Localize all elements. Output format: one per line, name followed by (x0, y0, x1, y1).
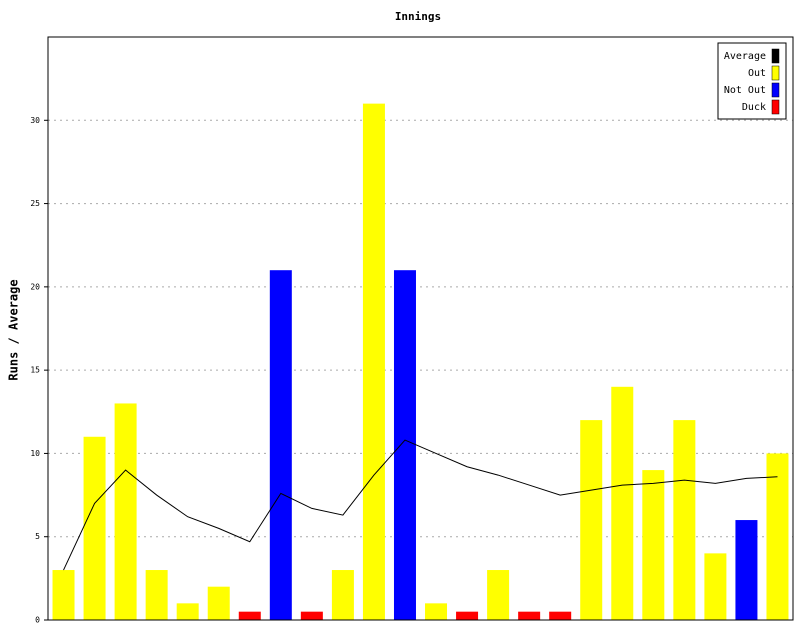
chart-title: Innings (395, 10, 441, 23)
bar (580, 420, 603, 620)
bar (207, 586, 230, 620)
bar (331, 570, 354, 620)
legend-swatch (771, 48, 780, 64)
bar (269, 270, 292, 620)
bar (176, 603, 199, 620)
legend-swatch (771, 99, 780, 115)
bar (735, 520, 758, 620)
bar (673, 420, 696, 620)
bar (83, 436, 106, 620)
y-tick-label: 5 (35, 532, 40, 541)
y-axis-label: Runs / Average (7, 279, 21, 380)
bar (52, 570, 75, 620)
bar (393, 270, 416, 620)
legend-swatch (771, 82, 780, 98)
y-tick-label: 15 (30, 366, 40, 375)
bar (300, 611, 323, 620)
bar (362, 103, 385, 621)
average-line (63, 439, 778, 571)
bar (456, 611, 479, 620)
bar (114, 403, 137, 620)
bar (611, 386, 634, 620)
y-tick-label: 25 (30, 199, 40, 208)
y-tick-label: 0 (35, 616, 40, 625)
bar (518, 611, 541, 620)
y-tick-label: 30 (30, 116, 40, 125)
legend-swatch (771, 65, 780, 81)
bar (487, 570, 510, 620)
legend-label: Not Out (724, 85, 766, 96)
bar (704, 553, 727, 620)
legend-label: Average (724, 51, 766, 62)
bar (642, 470, 665, 620)
bar (425, 603, 448, 620)
y-tick-label: 20 (30, 282, 40, 291)
bar (766, 453, 789, 620)
bar (549, 611, 572, 620)
y-tick-label: 10 (30, 449, 40, 458)
bar (145, 570, 168, 620)
legend-label: Duck (742, 102, 766, 113)
bar (238, 611, 261, 620)
legend-label: Out (748, 68, 766, 79)
legend: Average Out Not Out Duck (717, 42, 787, 120)
plot-frame (47, 36, 794, 621)
